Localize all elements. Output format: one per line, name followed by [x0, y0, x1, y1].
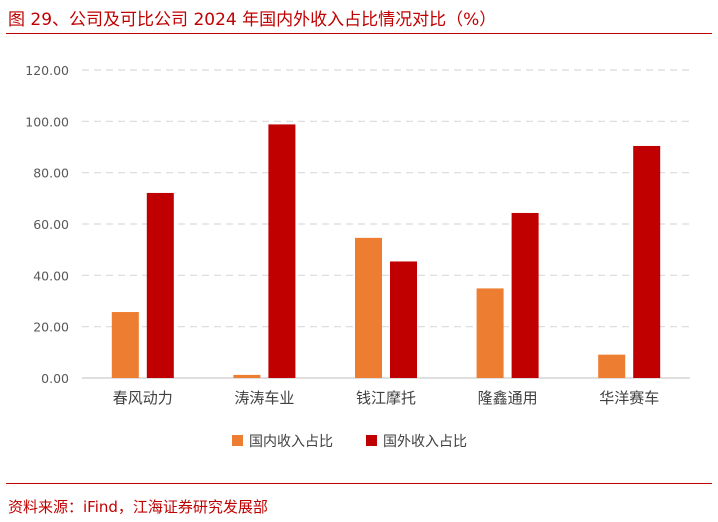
bar-domestic [111, 312, 139, 378]
legend-swatch [232, 435, 243, 446]
legend-label: 国外收入占比 [383, 434, 467, 450]
x-tick-label: 春风动力 [113, 389, 173, 407]
bar-chart: 0.00 20.00 40.00 60.00 80.00 100.00 120.00 春风动… [25, 63, 690, 450]
x-tick-label: 钱江摩托 [356, 389, 416, 407]
source-divider [6, 483, 712, 484]
legend-swatch [366, 435, 377, 446]
y-axis: 0.00 20.00 40.00 60.00 80.00 100.00 120.00 [25, 63, 69, 386]
source-note: 资料来源：iFind，江海证券研究发展部 [8, 498, 268, 516]
bar-domestic [355, 237, 382, 378]
y-tick-label: 40.00 [33, 268, 69, 283]
y-tick-label: 120.00 [25, 63, 69, 78]
x-axis: 春风动力 涛涛车业 钱江摩托 隆鑫通用 华洋赛车 [113, 389, 659, 407]
title-divider [6, 33, 712, 34]
x-tick-label: 隆鑫通用 [478, 389, 538, 407]
y-tick-label: 100.00 [25, 114, 69, 129]
y-tick-label: 20.00 [33, 320, 69, 335]
chart-title: 图 29、公司及可比公司 2024 年国内外收入占比情况对比（%） [8, 10, 497, 30]
bar-domestic [233, 374, 261, 378]
y-tick-label: 60.00 [33, 217, 69, 232]
gridlines [82, 69, 690, 328]
bar-overseas [633, 145, 661, 378]
bar-domestic [598, 354, 626, 378]
bar-overseas [268, 124, 296, 378]
x-tick-label: 华洋赛车 [599, 389, 659, 407]
bar-overseas [511, 212, 539, 378]
bar-domestic [476, 288, 504, 378]
legend-label: 国内收入占比 [249, 434, 333, 450]
legend: 国内收入占比 国外收入占比 [232, 434, 467, 450]
y-tick-label: 0.00 [41, 371, 69, 386]
bars [111, 124, 661, 378]
x-tick-label: 涛涛车业 [234, 389, 294, 407]
y-tick-label: 80.00 [33, 166, 69, 181]
bar-overseas [146, 192, 174, 378]
bar-overseas [390, 261, 417, 378]
